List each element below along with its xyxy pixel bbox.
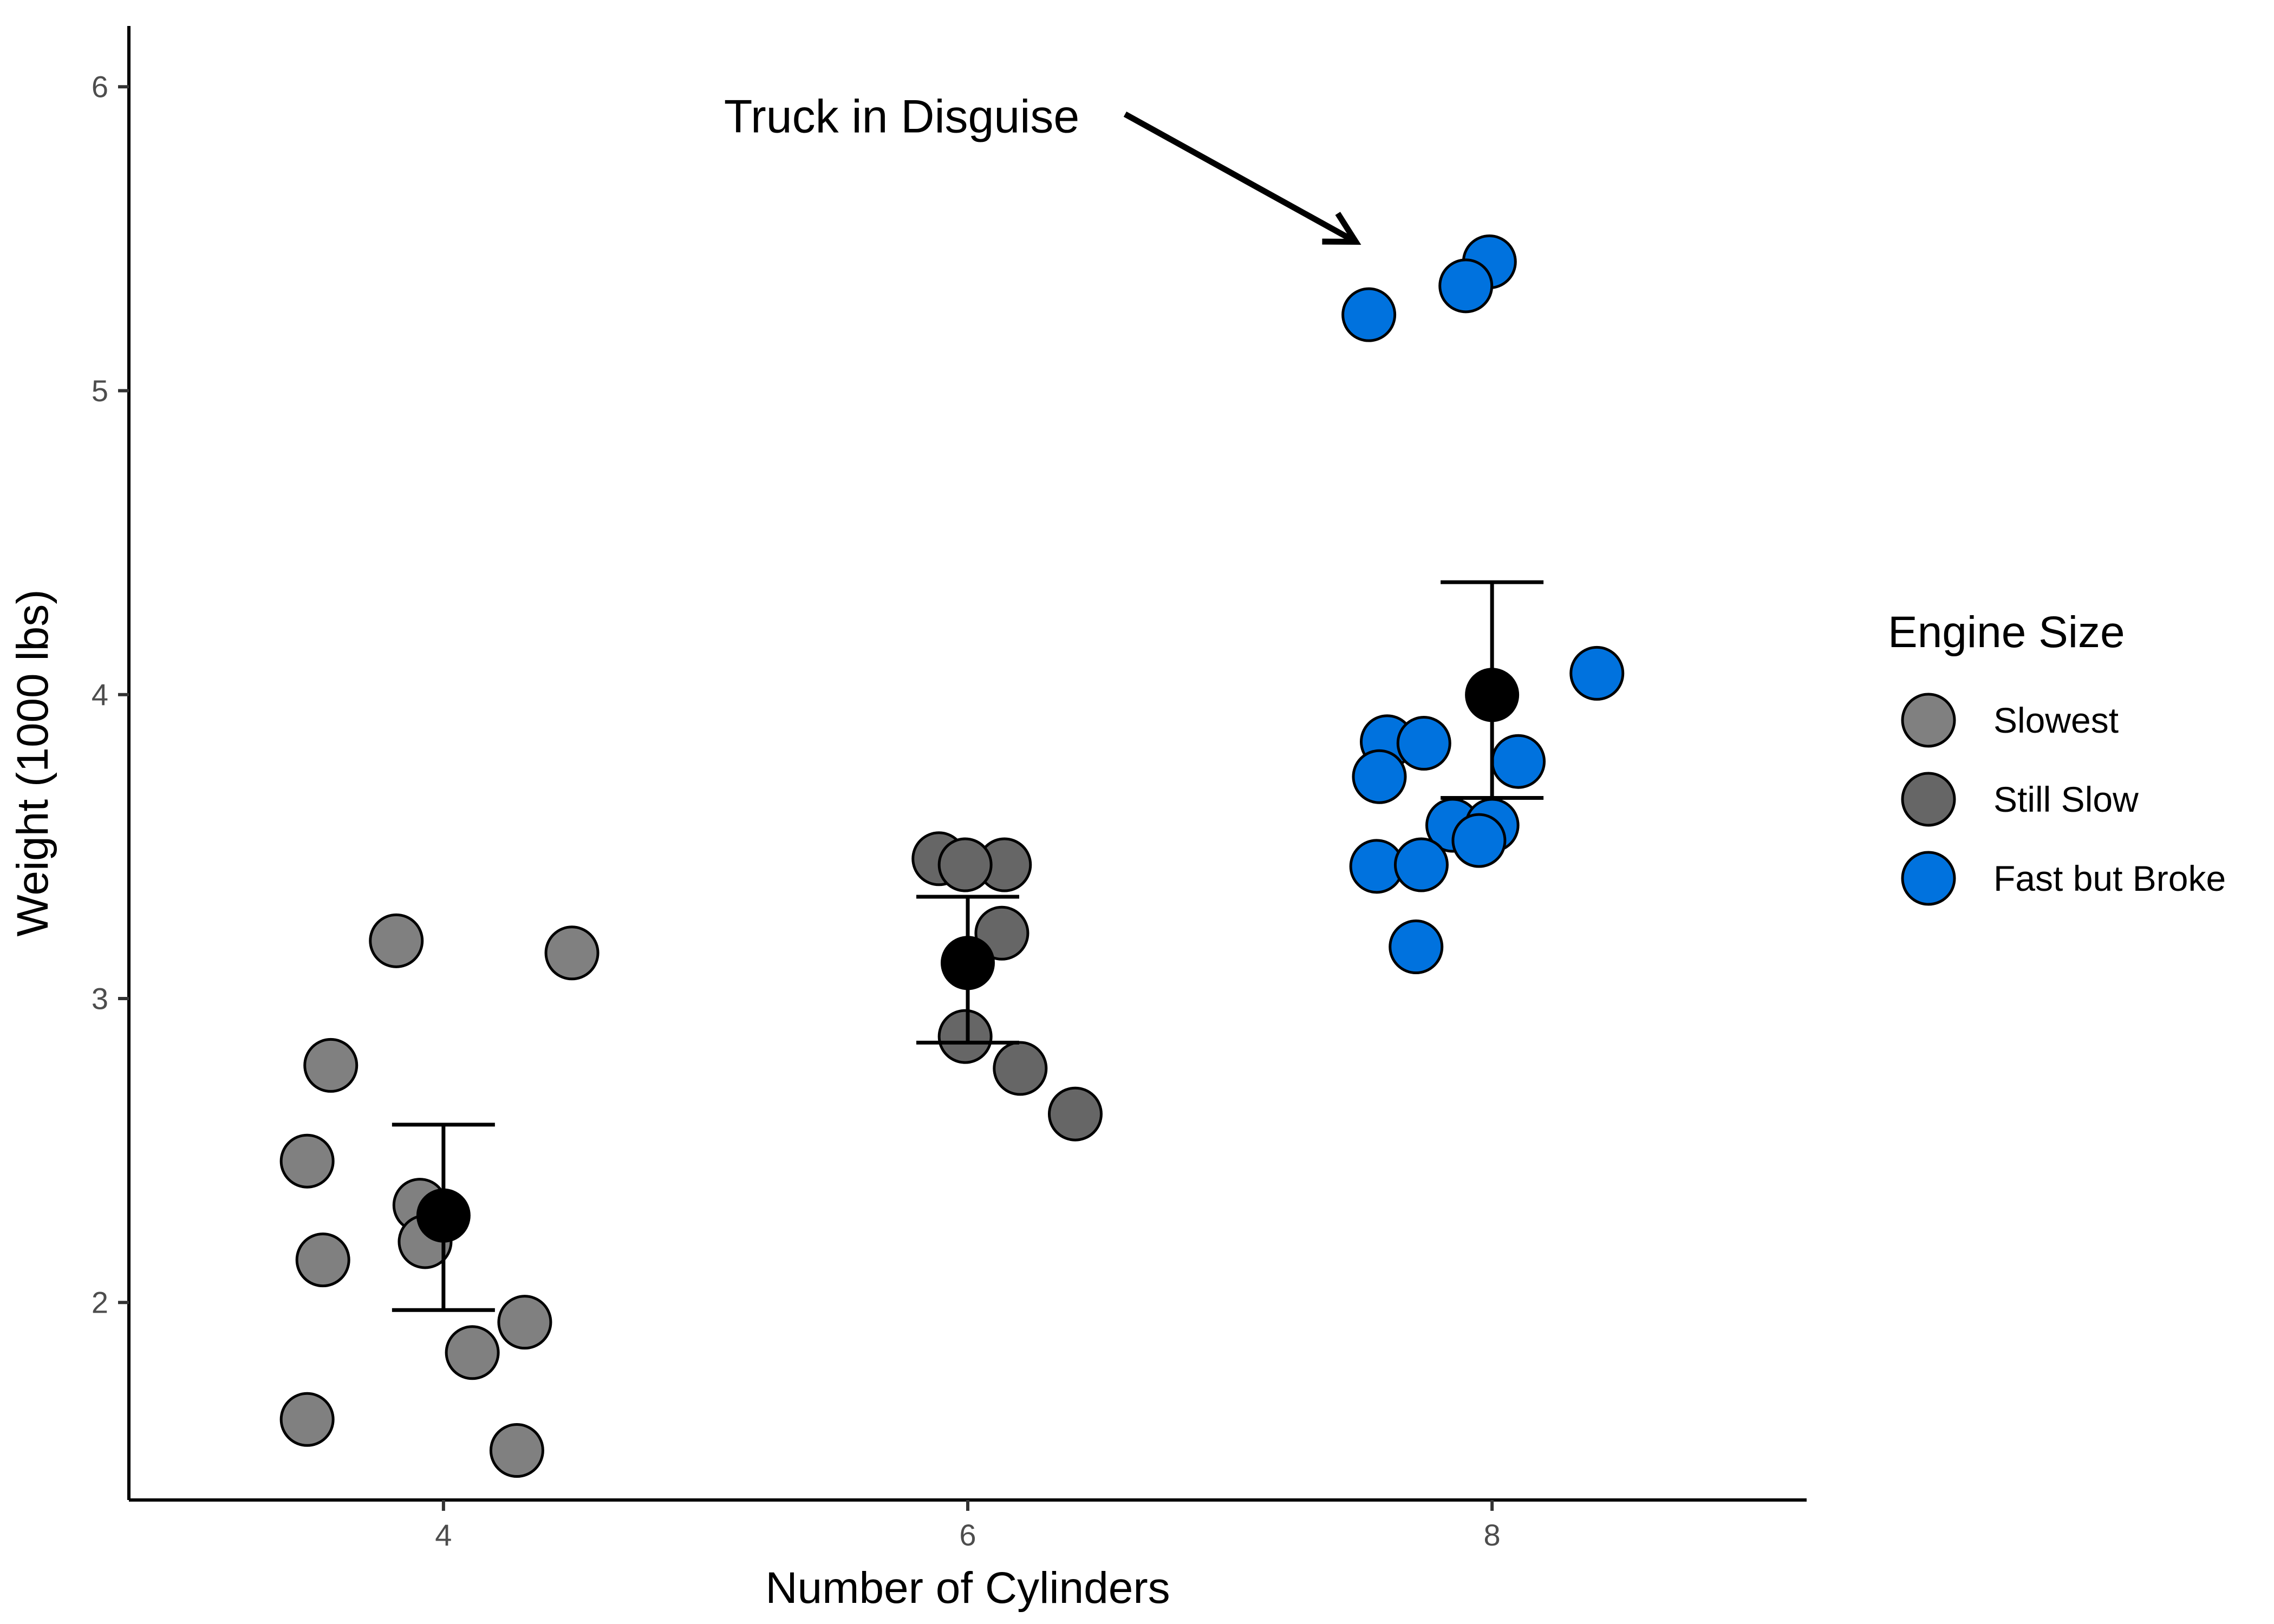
y-tick-label: 5 [92, 374, 108, 408]
data-point [1047, 1086, 1103, 1142]
points-layer [279, 234, 1625, 1478]
summary-layer [392, 580, 1544, 1312]
y-tick-label: 3 [92, 981, 108, 1015]
legend-label: Slowest [1993, 700, 2119, 740]
data-point [369, 913, 424, 968]
axes-layer: 4 6 8 2 3 4 5 6 Number of Cylinders Weight (1000 … [8, 26, 1807, 1613]
mean-point [416, 1188, 471, 1243]
legend-label: Fast but Broke [1993, 858, 2226, 898]
legend-key [1901, 693, 1956, 748]
data-point [1352, 749, 1407, 804]
data-point [544, 925, 600, 981]
data-point [937, 837, 993, 892]
legend-title: Engine Size [1888, 608, 2125, 657]
data-point [1396, 716, 1451, 771]
data-point [303, 1038, 359, 1093]
data-point [1341, 287, 1397, 342]
annotation-arrow-shaft [1123, 111, 1358, 245]
y-tick-label: 2 [92, 1286, 108, 1320]
x-axis-title: Number of Cylinders [765, 1563, 1170, 1613]
legend-label: Still Slow [1993, 779, 2139, 819]
annotation-arrow-head [1322, 212, 1361, 245]
data-point [445, 1325, 500, 1380]
x-tick-label: 8 [1484, 1518, 1501, 1552]
x-tick-label: 4 [435, 1518, 452, 1552]
data-point [993, 1041, 1048, 1096]
mean-point [1465, 668, 1520, 722]
data-point [1438, 258, 1494, 314]
y-tick-label: 6 [92, 70, 108, 104]
data-point [1491, 734, 1546, 789]
data-point [279, 1133, 335, 1189]
data-point [279, 1392, 335, 1447]
legend-key [1901, 772, 1956, 827]
annotation-text: Truck in Disguise [724, 91, 1079, 143]
y-tick-label: 4 [92, 677, 108, 712]
y-axis-title: Weight (1000 lbs) [8, 589, 57, 936]
legend-key [1901, 851, 1956, 906]
data-point [497, 1295, 552, 1350]
mean-point [941, 936, 995, 990]
data-point [489, 1423, 544, 1478]
data-point [937, 1009, 993, 1064]
data-point [295, 1232, 350, 1288]
data-point [1393, 837, 1449, 892]
data-point [1451, 813, 1507, 868]
data-point [1569, 645, 1625, 701]
data-point [1389, 919, 1444, 975]
x-tick-label: 6 [959, 1518, 976, 1552]
legend: Engine Size Slowest Still Slow Fast but Bro… [1888, 608, 2226, 906]
annotation-layer: Truck in Disguise [724, 91, 1361, 245]
